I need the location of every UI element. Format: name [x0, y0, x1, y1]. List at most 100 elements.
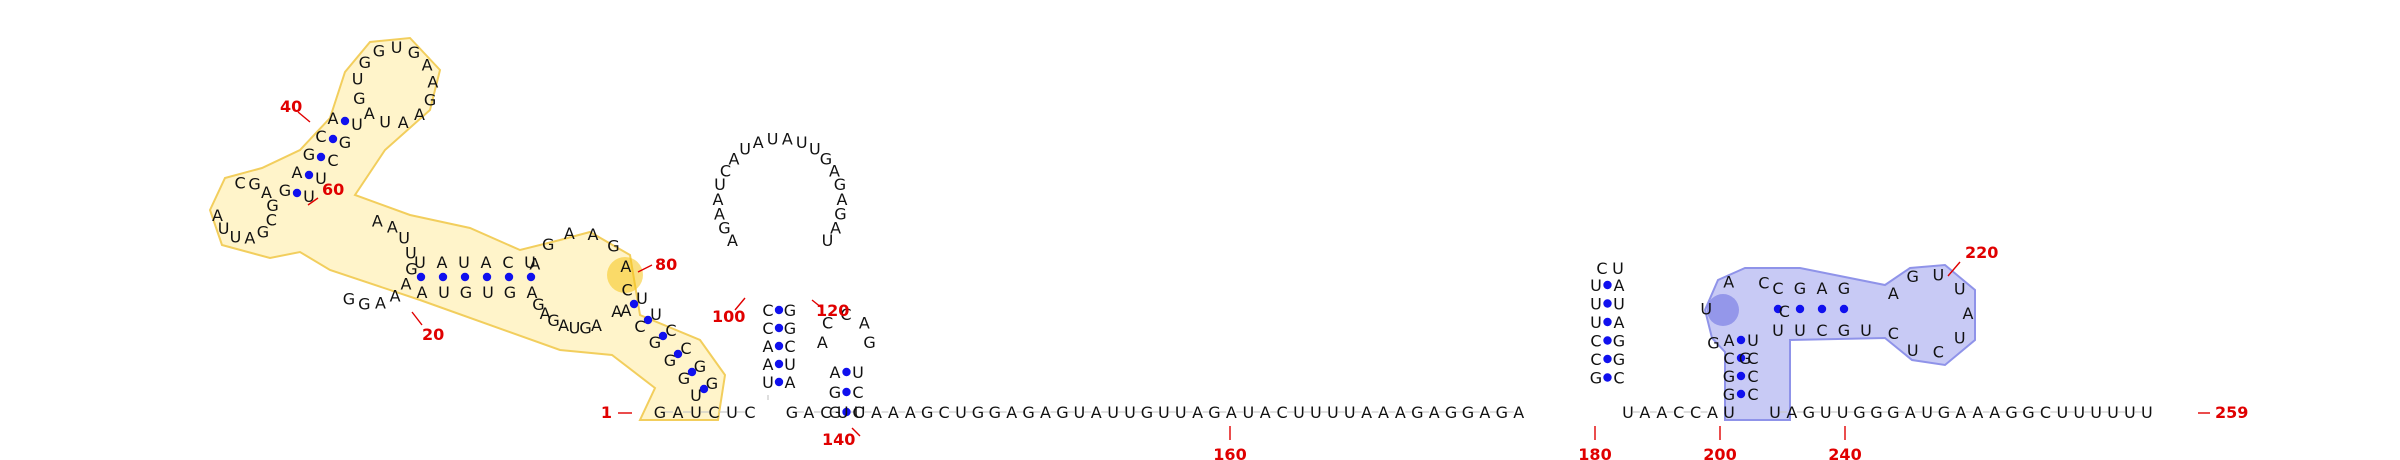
nucleotide-150: U	[1124, 403, 1136, 422]
nucleotide-72: C	[315, 127, 326, 146]
nucleotide-129: G	[863, 333, 875, 352]
nucleotide-95: G	[784, 319, 796, 338]
nucleotide-223: U	[1954, 328, 1966, 347]
nucleotide-54: G	[358, 295, 370, 314]
nucleotide-6: C	[744, 403, 755, 422]
base-pair-dot	[842, 387, 851, 397]
nucleotide-157: U	[1242, 403, 1254, 422]
nucleotide-58: A	[261, 183, 272, 202]
nucleotide-68: A	[292, 163, 303, 182]
nucleotide-240: A	[1989, 403, 2000, 422]
nucleotide-83: G	[424, 91, 436, 110]
nucleotide-180: A	[1614, 276, 1625, 295]
base-pair-dot	[292, 188, 302, 198]
nucleotide-5: U	[726, 403, 738, 422]
nucleotide-135: A	[871, 403, 882, 422]
nucleotide-206: A	[1723, 272, 1734, 291]
nucleotide-53: A	[375, 294, 386, 313]
nucleotide-219: G	[1906, 267, 1918, 286]
nucleotide-14: C	[665, 321, 676, 340]
nucleotide-49: U	[405, 243, 417, 262]
nucleotide-34: U	[414, 253, 426, 272]
nucleotide-17: A	[621, 301, 632, 320]
nucleotide-132: C	[820, 403, 831, 422]
nucleotide-222: A	[1963, 304, 1974, 323]
nucleotide-123: C	[852, 383, 863, 402]
nucleotide-191: C	[1673, 403, 1684, 422]
base-pair-dot	[643, 315, 653, 325]
position-tick-100	[734, 297, 746, 311]
nucleotide-40: A	[481, 253, 492, 272]
nucleotide-215: C	[1816, 321, 1827, 340]
position-tick-220	[1947, 261, 1961, 277]
nucleotide-121: G	[829, 403, 841, 422]
nucleotide-96: C	[784, 337, 795, 356]
nucleotide-166: A	[1395, 403, 1406, 422]
position-label-140: 140	[822, 430, 855, 449]
nucleotide-10: G	[694, 357, 706, 376]
nucleotide-45: A	[527, 283, 538, 302]
nucleotide-22: A	[588, 225, 599, 244]
nucleotide-24: A	[620, 257, 631, 276]
nucleotide-52: A	[390, 287, 401, 306]
nucleotide-175: U	[1590, 295, 1602, 314]
nucleotide-207: C	[1758, 274, 1769, 293]
nucleotide-133: U	[837, 403, 849, 422]
position-tick-60	[307, 197, 319, 206]
nucleotide-165: A	[1378, 403, 1389, 422]
nucleotide-169: G	[1445, 403, 1457, 422]
nucleotide-100: G	[718, 218, 730, 237]
nucleotide-137: A	[905, 403, 916, 422]
nucleotide-209: C	[1772, 279, 1783, 298]
nucleotide-46: A	[372, 212, 383, 231]
base-pair-dot	[774, 305, 784, 315]
nucleotide-84: A	[414, 105, 425, 124]
nucleotide-174: U	[1590, 276, 1602, 295]
nucleotide-65: A	[212, 206, 223, 225]
nucleotide-142: G	[989, 403, 1001, 422]
nucleotide-143: A	[1006, 403, 1017, 422]
nucleotide-89: C	[762, 301, 773, 320]
nucleotide-229: G	[1803, 403, 1815, 422]
nucleotide-228: A	[1786, 403, 1797, 422]
nucleotide-172: G	[1496, 403, 1508, 422]
nucleotide-246: U	[2090, 403, 2102, 422]
nucleotide-111: U	[809, 140, 821, 159]
nucleotide-88: G	[353, 89, 365, 108]
highlight-hotspot-blue	[1707, 294, 1739, 326]
nucleotide-26: A	[611, 302, 622, 321]
nucleotide-30: A	[558, 316, 569, 335]
base-pair-dot	[1603, 354, 1612, 364]
position-label-200: 200	[1703, 445, 1736, 460]
nucleotide-160: U	[1293, 403, 1305, 422]
nucleotide-192: C	[1690, 403, 1701, 422]
nucleotide-149: U	[1107, 403, 1119, 422]
nucleotide-64: U	[218, 219, 230, 238]
nucleotide-102: A	[713, 190, 724, 209]
nucleotide-218: A	[1888, 284, 1899, 303]
base-pair-dot	[687, 367, 697, 377]
nucleotide-127: C	[840, 305, 851, 324]
base-pair-dot	[1795, 304, 1805, 314]
nucleotide-57: G	[248, 175, 260, 194]
nucleotide-242: G	[2022, 403, 2034, 422]
nucleotide-153: U	[1175, 403, 1187, 422]
nucleotide-183: G	[1613, 332, 1625, 351]
nucleotide-118: U	[822, 231, 834, 250]
nucleotide-74: A	[328, 109, 339, 128]
position-label-180: 180	[1578, 445, 1611, 460]
nucleotide-224: C	[1933, 343, 1944, 362]
nucleotide-235: A	[1905, 403, 1916, 422]
nucleotide-205: U	[1700, 299, 1712, 318]
nucleotide-56: C	[235, 173, 246, 192]
nucleotide-18: U	[636, 289, 648, 308]
nucleotide-233: G	[1870, 403, 1882, 422]
nucleotide-94: G	[784, 301, 796, 320]
nucleotide-32: G	[579, 319, 591, 338]
nucleotide-201: C	[1747, 367, 1758, 386]
nucleotide-90: C	[762, 319, 773, 338]
nucleotide-80: G	[408, 43, 420, 62]
base-pair-dot	[460, 272, 470, 282]
nucleotide-42: C	[502, 253, 513, 272]
